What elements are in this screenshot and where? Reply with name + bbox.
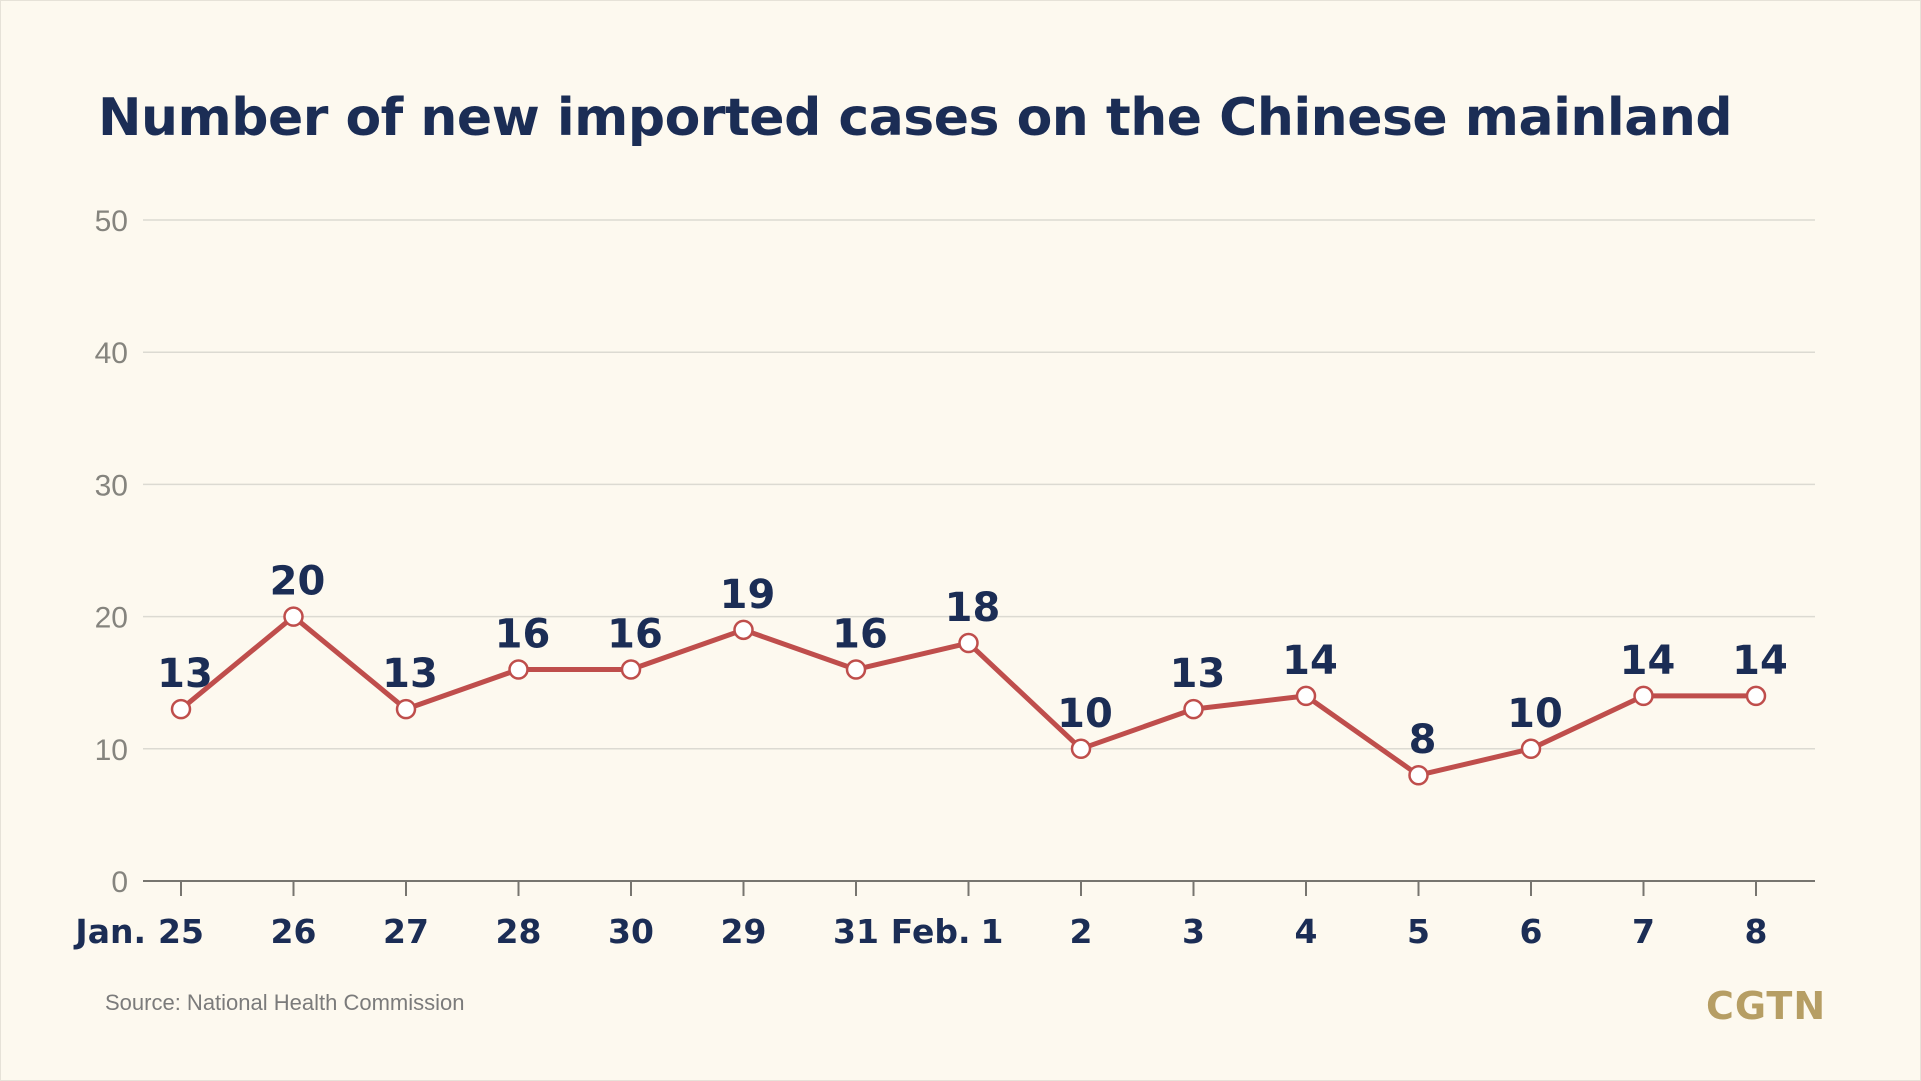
data-label: 16 bbox=[607, 611, 663, 657]
chart-title: Number of new imported cases on the Chin… bbox=[98, 88, 1733, 148]
x-tick-label: 1 bbox=[981, 912, 1004, 951]
x-tick-label: 2 bbox=[1070, 912, 1093, 951]
data-point bbox=[1070, 738, 1092, 760]
data-label: 18 bbox=[945, 585, 1001, 631]
data-label: 14 bbox=[1732, 638, 1788, 684]
x-tick-label: 30 bbox=[608, 912, 654, 951]
data-point bbox=[1633, 685, 1654, 707]
data-label: 16 bbox=[495, 611, 551, 657]
data-label: 13 bbox=[382, 651, 438, 697]
y-tick-label: 50 bbox=[95, 205, 128, 238]
data-label: 14 bbox=[1282, 638, 1338, 684]
x-tick-label: 26 bbox=[271, 912, 317, 951]
data-point bbox=[620, 659, 642, 680]
y-tick-label: 30 bbox=[95, 469, 128, 502]
data-point bbox=[1183, 698, 1204, 720]
x-tick-label: 25 bbox=[158, 912, 204, 951]
y-tick-label: 10 bbox=[95, 734, 128, 767]
x-tick-label: 7 bbox=[1632, 912, 1655, 951]
y-axis-ticks: 0 10 20 30 40 50 bbox=[95, 205, 128, 899]
x-tick-label: 6 bbox=[1520, 912, 1543, 951]
data-label: 10 bbox=[1507, 691, 1563, 737]
data-label: 13 bbox=[1170, 651, 1226, 697]
data-label: 13 bbox=[157, 651, 213, 697]
cgtn-logo: CGTN bbox=[1706, 984, 1827, 1028]
y-tick-label: 40 bbox=[95, 337, 128, 370]
data-point bbox=[1408, 764, 1429, 786]
data-label: 10 bbox=[1057, 691, 1113, 737]
x-tick-label: 4 bbox=[1295, 912, 1318, 951]
x-axis bbox=[143, 880, 1815, 896]
x-axis-labels: 25 Jan. 26 27 28 30 29 31 1 Feb. 2 3 4 5 6 7 8 bbox=[73, 912, 1767, 951]
x-month-label: Jan. bbox=[73, 912, 146, 951]
data-label: 20 bbox=[270, 559, 326, 605]
data-point bbox=[845, 659, 867, 680]
data-point bbox=[283, 606, 304, 627]
x-tick-label: 31 bbox=[833, 912, 879, 951]
data-point bbox=[733, 619, 754, 641]
x-tick-label: 29 bbox=[721, 912, 767, 951]
data-point bbox=[958, 632, 979, 654]
x-tick-label: 27 bbox=[383, 912, 429, 951]
data-labels: 13 20 13 16 16 19 16 18 10 13 14 8 10 14 14 bbox=[157, 559, 1788, 764]
data-point bbox=[1520, 738, 1542, 760]
data-point bbox=[508, 659, 529, 680]
data-point bbox=[395, 698, 417, 720]
x-tick-label: 8 bbox=[1745, 912, 1768, 951]
data-label: 19 bbox=[720, 572, 776, 618]
source-note: Source: National Health Commission bbox=[105, 990, 465, 1015]
data-point bbox=[1295, 685, 1317, 707]
data-label: 14 bbox=[1620, 638, 1676, 684]
x-tick-label: 5 bbox=[1407, 912, 1430, 951]
data-point bbox=[170, 698, 192, 720]
data-point bbox=[1745, 685, 1767, 707]
y-tick-label: 20 bbox=[95, 602, 128, 635]
x-tick-label: 28 bbox=[496, 912, 542, 951]
x-month-label: Feb. bbox=[891, 912, 971, 951]
y-tick-label: 0 bbox=[111, 866, 128, 899]
data-label: 16 bbox=[832, 611, 888, 657]
x-tick-label: 3 bbox=[1182, 912, 1205, 951]
data-label: 8 bbox=[1409, 717, 1437, 763]
data-points bbox=[170, 606, 1767, 786]
